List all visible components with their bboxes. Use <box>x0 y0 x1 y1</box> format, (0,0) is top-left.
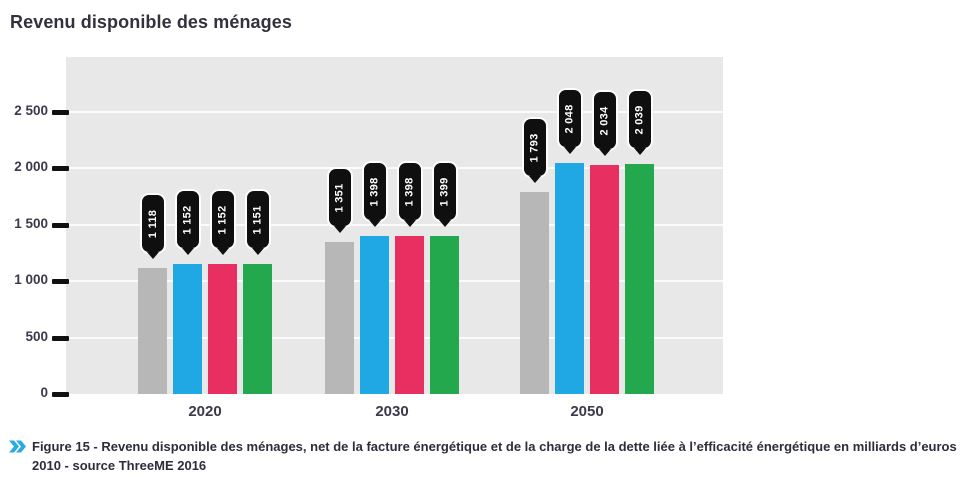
value-callout-box: 1 398 <box>399 163 421 220</box>
value-callout-box: 1 351 <box>329 169 351 226</box>
bar <box>173 264 202 394</box>
value-callout-text: 1 151 <box>252 204 264 235</box>
value-callout-box: 1 152 <box>212 191 234 248</box>
value-callout-box: 1 793 <box>524 119 546 176</box>
bar <box>208 264 237 394</box>
bar <box>325 242 354 394</box>
value-callout-text: 1 152 <box>182 204 194 235</box>
value-callout: 1 793 <box>524 119 546 183</box>
value-callout-box: 1 152 <box>177 191 199 248</box>
value-callout-pointer <box>564 147 576 154</box>
value-callout: 1 152 <box>212 191 234 255</box>
x-axis-label: 2030 <box>375 403 409 420</box>
value-callout: 1 399 <box>434 163 456 227</box>
value-callout-pointer <box>252 248 264 255</box>
bar <box>520 192 549 394</box>
value-callout-pointer <box>182 248 194 255</box>
value-callout: 1 398 <box>364 163 386 227</box>
value-callout-pointer <box>334 226 346 233</box>
value-callout-box: 1 118 <box>142 195 164 252</box>
figure-caption: Figure 15 - Revenu disponible des ménage… <box>9 438 964 476</box>
value-callout-pointer <box>439 220 451 227</box>
value-callout: 2 039 <box>629 91 651 155</box>
value-callout: 2 034 <box>594 92 616 156</box>
value-callout-text: 1 398 <box>404 176 416 207</box>
bar <box>138 268 167 394</box>
gridline <box>66 280 723 283</box>
y-axis-tick <box>52 279 69 285</box>
x-axis-label: 2020 <box>188 403 222 420</box>
y-axis-label: 1 000 <box>14 272 48 288</box>
bar <box>555 163 584 394</box>
bar <box>430 236 459 394</box>
value-callout: 1 152 <box>177 191 199 255</box>
value-callout-text: 1 118 <box>147 209 160 238</box>
value-callout-text: 1 399 <box>439 176 451 207</box>
y-axis-label: 1 500 <box>14 215 48 231</box>
bar <box>625 164 654 394</box>
y-axis-label: 0 <box>40 385 48 400</box>
y-axis-tick <box>52 166 69 172</box>
value-callout-box: 1 398 <box>364 163 386 220</box>
chart-title: Revenu disponible des ménages <box>10 12 292 32</box>
value-callout: 1 118 <box>142 195 164 259</box>
y-axis-label: 500 <box>25 328 48 344</box>
bar <box>590 165 619 394</box>
value-callout-pointer <box>217 248 229 255</box>
value-callout-pointer <box>147 252 159 259</box>
y-axis-label: 2 000 <box>14 159 48 175</box>
bar <box>360 236 389 394</box>
value-callout: 1 351 <box>329 169 351 233</box>
plot-area: 1 118 1 152 1 152 1 151 1 351 1 398 1 398 1 399… <box>66 57 723 394</box>
value-callout-box: 2 034 <box>594 92 616 149</box>
value-callout-box: 1 399 <box>434 163 456 220</box>
value-callout: 1 398 <box>399 163 421 227</box>
bar <box>395 236 424 394</box>
value-callout: 1 151 <box>247 191 269 255</box>
value-callout-text: 2 039 <box>634 104 646 135</box>
y-axis-label: 2 500 <box>14 103 48 119</box>
value-callout-box: 1 151 <box>247 191 269 248</box>
value-callout-pointer <box>599 149 611 156</box>
double-arrow-icon <box>9 440 26 453</box>
y-axis-tick <box>52 110 69 116</box>
gridline <box>66 223 723 226</box>
bar <box>243 264 272 394</box>
value-callout-text: 1 793 <box>529 132 541 163</box>
value-callout-text: 1 351 <box>334 182 346 213</box>
y-axis-tick <box>52 222 69 228</box>
value-callout-box: 2 048 <box>559 90 581 147</box>
gridline <box>66 336 723 339</box>
value-callout-pointer <box>404 220 416 227</box>
gridline <box>66 111 723 114</box>
value-callout-pointer <box>529 176 541 183</box>
gridline <box>66 167 723 170</box>
value-callout-pointer <box>634 148 646 155</box>
value-callout-text: 1 152 <box>217 204 229 235</box>
x-axis-label: 2050 <box>570 403 604 420</box>
value-callout-box: 2 039 <box>629 91 651 148</box>
figure-caption-text: Figure 15 - Revenu disponible des ménage… <box>32 439 957 473</box>
value-callout-text: 2 048 <box>564 103 576 134</box>
value-callout: 2 048 <box>559 90 581 154</box>
value-callout-text: 1 398 <box>369 176 381 207</box>
value-callout-pointer <box>369 220 381 227</box>
value-callout-text: 2 034 <box>599 105 611 136</box>
y-axis-tick <box>52 335 69 341</box>
y-axis-tick <box>52 392 69 397</box>
